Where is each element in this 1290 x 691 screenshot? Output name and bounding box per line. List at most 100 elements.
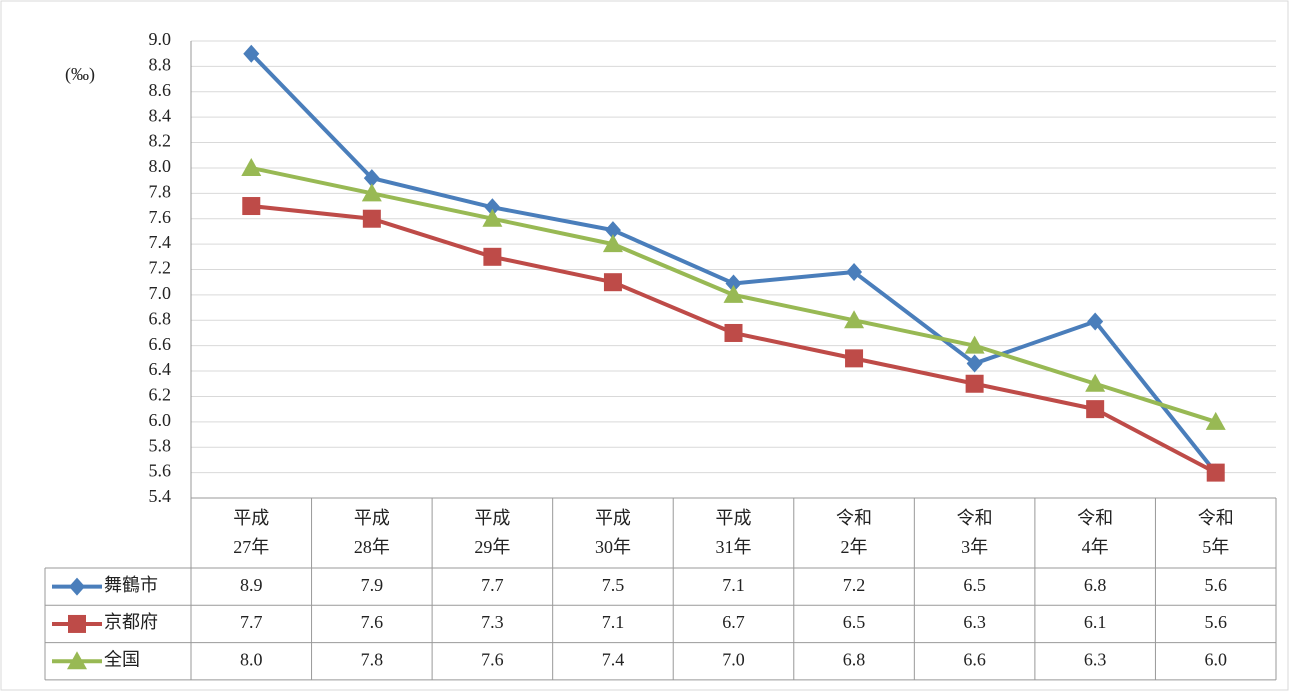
table-value: 7.8 <box>361 649 384 669</box>
table-value: 7.5 <box>602 575 625 595</box>
table-value: 6.3 <box>1084 649 1107 669</box>
x-tick-label: 4年 <box>1082 537 1109 557</box>
table-value: 5.6 <box>1204 612 1227 632</box>
marker <box>363 169 380 188</box>
marker <box>723 284 744 303</box>
x-tick-label: 平成 <box>354 508 390 528</box>
x-tick-label: 平成 <box>716 508 752 528</box>
marker <box>604 221 621 240</box>
marker <box>602 234 623 253</box>
marker <box>482 208 503 227</box>
marker <box>484 198 501 217</box>
x-tick-label: 29年 <box>474 537 510 557</box>
legend-label: 全国 <box>104 649 140 669</box>
y-tick-label: 6.6 <box>149 334 172 354</box>
table-value: 7.6 <box>481 649 504 669</box>
legend-label: 京都府 <box>104 612 158 632</box>
table-value: 6.0 <box>1204 649 1227 669</box>
x-tick-label: 27年 <box>233 537 269 557</box>
table-value: 7.1 <box>602 612 625 632</box>
table-value: 6.8 <box>1084 575 1107 595</box>
table-value: 8.9 <box>240 575 263 595</box>
x-tick-label: 令和 <box>957 508 993 528</box>
table-value: 6.5 <box>843 612 866 632</box>
y-unit-label: (‰) <box>65 64 95 85</box>
y-tick-label: 6.2 <box>149 385 172 405</box>
x-tick-label: 令和 <box>1198 508 1234 528</box>
y-tick-label: 5.4 <box>149 486 172 506</box>
table-value: 7.7 <box>240 612 263 632</box>
marker <box>603 273 622 292</box>
table-value: 7.4 <box>602 649 625 669</box>
table-value: 6.5 <box>963 575 986 595</box>
y-tick-label: 8.0 <box>149 156 172 176</box>
y-tick-label: 8.2 <box>149 131 172 151</box>
y-tick-label: 6.8 <box>149 308 172 328</box>
series-line <box>249 52 1218 474</box>
marker <box>69 577 85 596</box>
table-value: 6.8 <box>843 649 866 669</box>
table-value: 6.3 <box>963 612 986 632</box>
y-tick-label: 5.8 <box>149 435 172 455</box>
table-value: 6.7 <box>722 612 745 632</box>
x-tick-label: 5年 <box>1202 537 1229 557</box>
marker <box>1086 400 1105 419</box>
x-tick-label: 平成 <box>595 508 631 528</box>
marker <box>361 183 382 202</box>
y-tick-label: 5.6 <box>149 461 172 481</box>
y-tick-label: 8.8 <box>149 55 172 75</box>
y-tick-label: 6.4 <box>149 359 172 379</box>
marker <box>1087 312 1104 331</box>
marker <box>965 374 984 393</box>
x-tick-label: 令和 <box>1077 508 1113 528</box>
y-tick-label: 9.0 <box>149 29 172 49</box>
marker <box>964 335 985 354</box>
y-tick-label: 8.4 <box>149 105 172 125</box>
table-value: 7.6 <box>361 612 384 632</box>
marker <box>1085 373 1106 392</box>
marker <box>243 44 260 63</box>
x-tick-label: 31年 <box>716 537 752 557</box>
marker <box>483 247 502 266</box>
marker <box>67 651 87 670</box>
y-tick-label: 7.4 <box>149 232 172 252</box>
marker <box>1205 411 1226 430</box>
table-value: 5.6 <box>1204 575 1227 595</box>
table-value: 7.9 <box>361 575 384 595</box>
marker <box>725 274 742 293</box>
marker <box>68 614 86 633</box>
marker <box>966 354 983 373</box>
table-value: 7.0 <box>722 649 745 669</box>
table-value: 7.1 <box>722 575 745 595</box>
x-tick-label: 3年 <box>961 537 988 557</box>
table-value: 7.7 <box>481 575 504 595</box>
table-value: 6.6 <box>963 649 986 669</box>
x-tick-label: 令和 <box>836 508 872 528</box>
y-tick-label: 7.8 <box>149 181 172 201</box>
table-value: 6.1 <box>1084 612 1107 632</box>
y-tick-label: 6.0 <box>149 410 172 430</box>
y-tick-label: 8.6 <box>149 80 172 100</box>
y-tick-label: 7.2 <box>149 258 172 278</box>
table-value: 7.2 <box>843 575 866 595</box>
marker <box>362 209 381 228</box>
marker <box>1206 463 1225 482</box>
marker <box>241 157 262 176</box>
marker <box>845 349 864 368</box>
x-tick-label: 平成 <box>233 508 269 528</box>
y-tick-label: 7.0 <box>149 283 172 303</box>
marker <box>846 263 863 282</box>
x-tick-label: 30年 <box>595 537 631 557</box>
table-value: 7.3 <box>481 612 504 632</box>
marker <box>724 323 743 342</box>
legend-label: 舞鶴市 <box>104 575 158 595</box>
marker <box>242 197 261 216</box>
x-tick-label: 28年 <box>354 537 390 557</box>
table-value: 8.0 <box>240 649 263 669</box>
marker <box>844 310 865 329</box>
y-tick-label: 7.6 <box>149 207 172 227</box>
x-tick-label: 平成 <box>474 508 510 528</box>
